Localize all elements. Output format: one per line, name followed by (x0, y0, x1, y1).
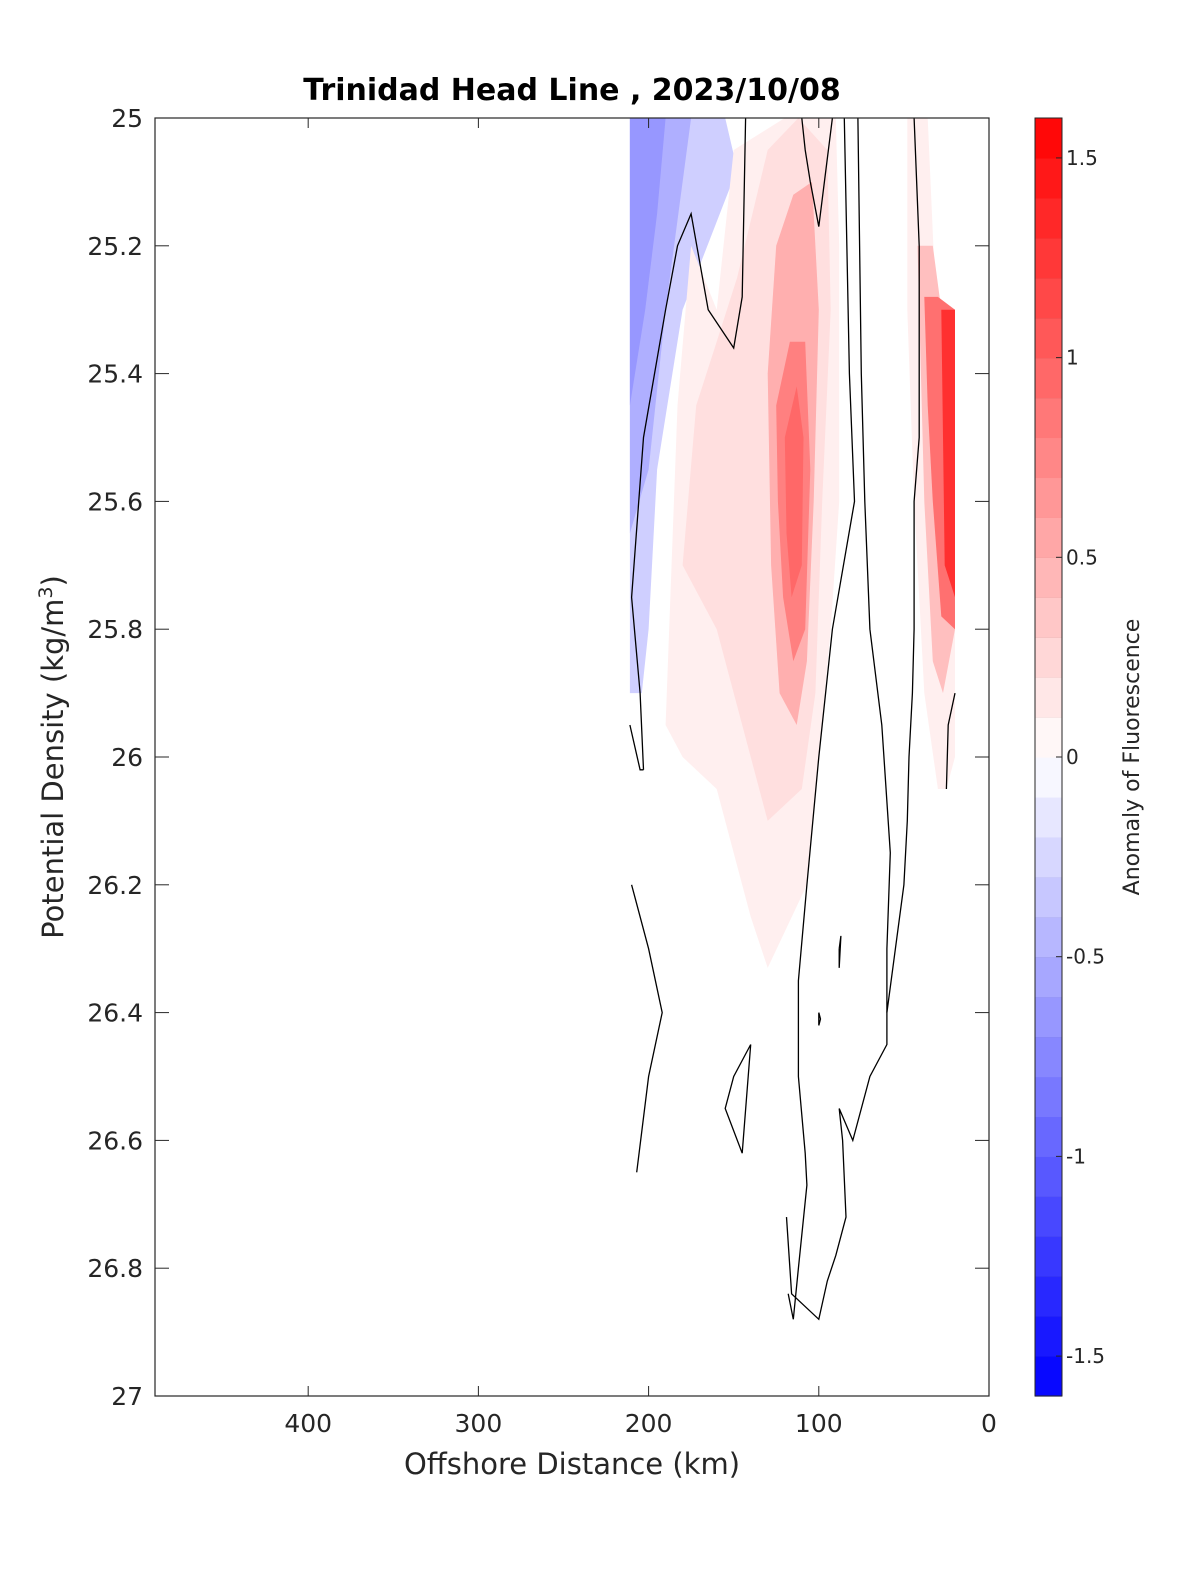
colorbar-band (1035, 717, 1062, 758)
y-axis-label-close: ) (36, 575, 70, 586)
colorbar-tick-label: -0.5 (1066, 945, 1105, 969)
colorbar-band (1035, 157, 1062, 199)
y-tick-label: 26 (111, 743, 143, 772)
contour-line-7 (818, 1012, 822, 1026)
colorbar-band (1035, 1356, 1062, 1397)
contour-line-4 (724, 1044, 752, 1154)
contour-line-3 (785, 118, 891, 1321)
x-tick-label: 100 (795, 1409, 843, 1438)
y-tick-label: 25.4 (87, 360, 143, 389)
y-tick-label: 27 (111, 1382, 143, 1411)
colorbar-tick-label: 0.5 (1066, 545, 1098, 569)
colorbar-band (1035, 836, 1062, 878)
colorbar-band (1035, 956, 1062, 998)
colorbar-band (1035, 1316, 1062, 1357)
y-tick-label: 26.4 (87, 999, 143, 1028)
colorbar-tick-label: -1.5 (1066, 1344, 1105, 1368)
contour-line-8 (886, 118, 920, 1013)
x-axis-ticks: 400 300 200 100 0 (284, 118, 997, 1438)
colorbar-band (1035, 357, 1062, 399)
colorbar-band (1035, 637, 1062, 678)
x-tick-label: 200 (625, 1409, 673, 1438)
y-tick-label: 26.8 (87, 1254, 143, 1283)
colorbar-tick-label: -1 (1066, 1144, 1086, 1168)
colorbar-band (1035, 477, 1062, 518)
colorbar-band (1035, 437, 1062, 479)
colorbar-band (1035, 557, 1062, 598)
colorbar-band (1035, 517, 1062, 558)
contour-fill-2 (629, 118, 666, 406)
colorbar-band (1035, 197, 1062, 239)
colorbar-band (1035, 1196, 1062, 1237)
colorbar-ticks: 1.5 1 0.5 0 -0.5 -1 -1.5 (1056, 146, 1105, 1368)
colorbar-label: Anomaly of Fluorescence (1120, 619, 1145, 896)
colorbar-band (1035, 277, 1062, 319)
colorbar-band (1035, 237, 1062, 279)
colorbar-tick-label: 0 (1066, 745, 1079, 769)
y-axis-label: Potential Density (kg/m3) (35, 575, 70, 939)
colorbar-band (1035, 916, 1062, 958)
y-axis-ticks: 25 25.2 25.4 25.6 25.8 26 26.2 26.4 26.6 26.8 27 (87, 104, 989, 1411)
contour-fill-8 (784, 386, 804, 598)
colorbar-tick-label: 1.5 (1066, 146, 1098, 170)
colorbar-band (1035, 796, 1062, 838)
colorbar-band (1035, 317, 1062, 359)
y-tick-label: 25 (111, 104, 143, 133)
colorbar-band (1035, 118, 1062, 159)
contour-line-1 (801, 118, 834, 227)
contour-fill-12 (941, 309, 955, 598)
y-tick-label: 25.6 (87, 487, 143, 516)
contour-line-6 (838, 935, 842, 968)
colorbar-band (1035, 757, 1062, 798)
x-tick-label: 400 (284, 1409, 332, 1438)
y-tick-label: 26.6 (87, 1126, 143, 1155)
y-tick-label: 25.8 (87, 615, 143, 644)
colorbar-bands (1035, 117, 1062, 1397)
colorbar-band (1035, 1116, 1062, 1157)
colorbar-band (1035, 1076, 1062, 1118)
colorbar-band (1035, 597, 1062, 638)
colorbar-band (1035, 1036, 1062, 1078)
x-tick-label: 300 (455, 1409, 503, 1438)
colorbar-band (1035, 1236, 1062, 1277)
colorbar-band (1035, 1156, 1062, 1197)
contour-lines (629, 118, 956, 1321)
plot-background (155, 118, 989, 1396)
y-axis-label-main: Potential Density (kg/m (36, 599, 70, 939)
plot-area: 400 300 200 100 0 25 25.2 25.4 25.6 25.8 26 26.2 26… (87, 104, 997, 1438)
contour-line-0 (630, 118, 747, 770)
colorbar-band (1035, 677, 1062, 718)
contour-line-10 (629, 724, 644, 771)
colorbar-band (1035, 397, 1062, 439)
contour-line-5 (630, 884, 663, 1173)
y-tick-label: 26.2 (87, 871, 143, 900)
colorbar: 1.5 1 0.5 0 -0.5 -1 -1.5 (1034, 117, 1105, 1397)
y-tick-label: 25.2 (87, 232, 143, 261)
contour-line-9 (945, 692, 956, 790)
x-axis-label: Offshore Distance (km) (404, 1447, 740, 1481)
colorbar-band (1035, 876, 1062, 918)
colorbar-tick-label: 1 (1066, 346, 1079, 370)
colorbar-band (1035, 996, 1062, 1038)
y-axis-label-superscript: 3 (35, 586, 57, 598)
colorbar-band (1035, 1276, 1062, 1317)
x-tick-label: 0 (981, 1409, 997, 1438)
chart-title: Trinidad Head Line , 2023/10/08 (303, 73, 840, 108)
contour-line-2 (787, 118, 856, 1320)
